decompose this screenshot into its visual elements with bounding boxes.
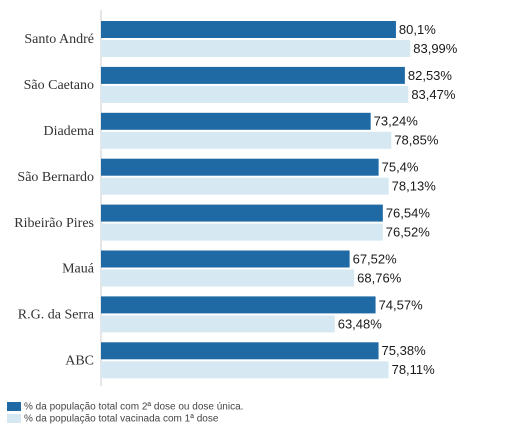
bar-first-dose (101, 315, 335, 333)
value-label-second-dose: 74,57% (379, 297, 424, 312)
bar-second-dose (101, 204, 383, 222)
value-label-first-dose: 68,76% (357, 270, 402, 285)
category-label: Ribeirão Pires (14, 216, 94, 231)
category-label: São Bernardo (17, 170, 94, 185)
value-label-first-dose: 78,13% (392, 179, 437, 194)
bar-second-dose (101, 158, 379, 176)
bar-first-dose (101, 177, 389, 195)
value-label-first-dose: 63,48% (338, 316, 383, 331)
bar-second-dose (101, 21, 396, 38)
value-label-first-dose: 78,85% (394, 133, 439, 148)
value-label-first-dose: 78,11% (392, 362, 436, 377)
legend-swatch-second-dose (7, 402, 21, 411)
bar-first-dose (101, 131, 392, 149)
bar-first-dose (101, 269, 355, 287)
category-label: ABC (65, 354, 94, 369)
bar-first-dose (101, 223, 383, 241)
bar-second-dose (101, 66, 405, 84)
category-label: São Caetano (24, 78, 94, 93)
bar-first-dose (101, 85, 409, 103)
value-label-second-dose: 75,4% (382, 160, 419, 175)
bar-first-dose (101, 40, 411, 57)
category-label: Santo André (24, 32, 94, 47)
legend: % da população total com 2ª dose ou dose… (7, 402, 243, 425)
value-label-second-dose: 75,38% (382, 343, 427, 358)
labels-layer: Santo André 80,1% 83,99% São Caetano 82,53% 8… (14, 22, 458, 377)
value-label-second-dose: 76,54% (386, 206, 431, 221)
bar-second-dose (101, 296, 376, 314)
category-label: Diadema (43, 124, 94, 139)
category-label: Mauá (62, 262, 95, 277)
bar-second-dose (101, 112, 371, 130)
value-label-second-dose: 80,1% (399, 22, 436, 37)
legend-label-second-dose: % da população total com 2ª dose ou dose… (24, 402, 243, 413)
legend-swatch-first-dose (7, 414, 21, 423)
value-label-first-dose: 76,52% (386, 225, 431, 240)
value-label-second-dose: 67,52% (353, 251, 398, 266)
bars-layer (101, 21, 411, 379)
category-label: R.G. da Serra (18, 308, 95, 323)
bar-first-dose (101, 361, 389, 379)
value-label-second-dose: 82,53% (408, 68, 453, 83)
bar-second-dose (101, 342, 379, 360)
value-label-first-dose: 83,47% (411, 87, 456, 102)
value-label-second-dose: 73,24% (374, 114, 419, 129)
bar-second-dose (101, 250, 350, 268)
legend-label-first-dose: % da população total vacinada com 1ª dos… (24, 414, 219, 425)
value-label-first-dose: 83,99% (413, 41, 458, 56)
